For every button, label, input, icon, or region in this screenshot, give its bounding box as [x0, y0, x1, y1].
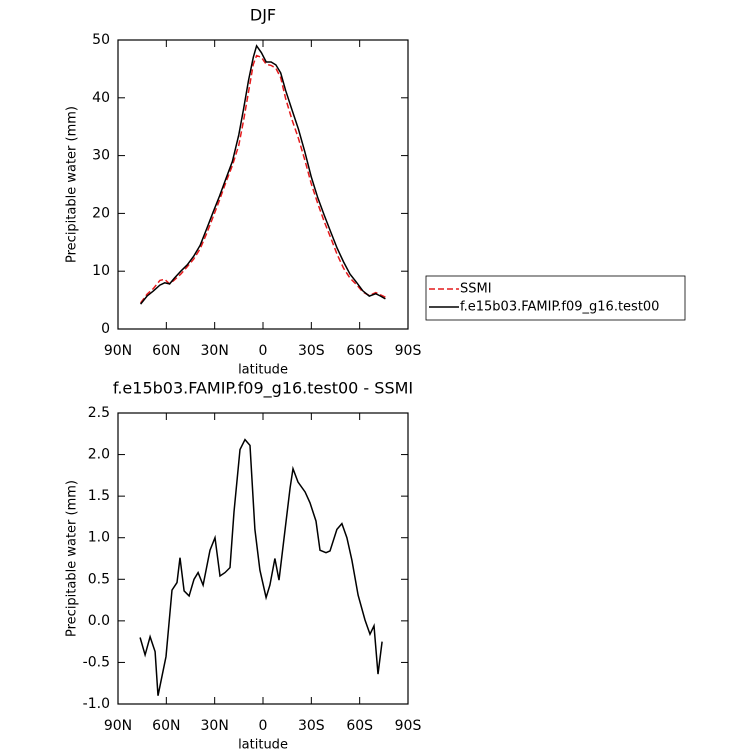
- legend-label: SSMI: [460, 282, 492, 297]
- x-tick-label: 90S: [395, 718, 422, 734]
- x-axis-label: latitude: [238, 363, 288, 378]
- chart-title: DJF: [250, 6, 276, 25]
- chart-title: f.e15b03.FAMIP.f09_g16.test00 - SSMI: [113, 379, 413, 399]
- y-tick-label: 50: [92, 32, 110, 48]
- y-tick-label: 1.5: [88, 488, 110, 504]
- data-line: [139, 54, 386, 304]
- y-tick-label: 10: [92, 263, 110, 279]
- plot-frame: [117, 412, 409, 705]
- x-tick-label: 60S: [346, 718, 373, 734]
- y-tick-label: 0.0: [88, 613, 110, 629]
- x-tick-label: 30S: [298, 343, 325, 359]
- y-tick-label: 40: [92, 90, 110, 106]
- plot-frame: [117, 39, 409, 330]
- x-tick-label: 30S: [298, 718, 325, 734]
- y-tick-label: 0.5: [88, 571, 110, 587]
- x-axis-label: latitude: [238, 738, 288, 753]
- x-tick-label: 90N: [104, 718, 132, 734]
- legend-box: [425, 275, 686, 321]
- y-tick-label: -1.0: [83, 696, 110, 712]
- x-tick-label: 0: [259, 718, 268, 734]
- data-line: [139, 438, 383, 696]
- y-tick-label: 2.5: [88, 405, 110, 421]
- y-tick-label: 1.0: [88, 530, 110, 546]
- y-axis-label: Precipitable water (mm): [65, 106, 80, 263]
- x-tick-label: 30N: [201, 718, 229, 734]
- x-tick-label: 30N: [201, 343, 229, 359]
- y-tick-label: 2.0: [88, 447, 110, 463]
- y-axis-label: Precipitable water (mm): [65, 480, 80, 637]
- x-tick-label: 60N: [152, 343, 180, 359]
- y-tick-label: 20: [92, 205, 110, 221]
- y-tick-label: 30: [92, 148, 110, 164]
- x-tick-label: 90N: [104, 343, 132, 359]
- y-tick-label: -0.5: [83, 654, 110, 670]
- data-line: [140, 44, 386, 305]
- x-tick-label: 0: [259, 343, 268, 359]
- x-tick-label: 90S: [395, 343, 422, 359]
- y-tick-label: 0: [101, 321, 110, 337]
- x-tick-label: 60N: [152, 718, 180, 734]
- legend-label: f.e15b03.FAMIP.f09_g16.test00: [460, 300, 659, 315]
- x-tick-label: 60S: [346, 343, 373, 359]
